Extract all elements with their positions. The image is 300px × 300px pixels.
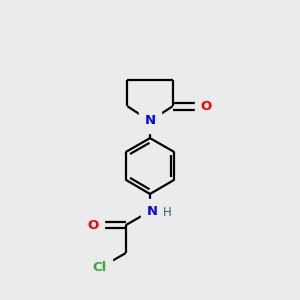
Text: N: N bbox=[144, 114, 156, 128]
Text: H: H bbox=[163, 206, 172, 219]
Text: O: O bbox=[200, 100, 211, 113]
Text: O: O bbox=[87, 219, 99, 232]
Text: Cl: Cl bbox=[93, 261, 107, 274]
Text: N: N bbox=[147, 205, 158, 218]
